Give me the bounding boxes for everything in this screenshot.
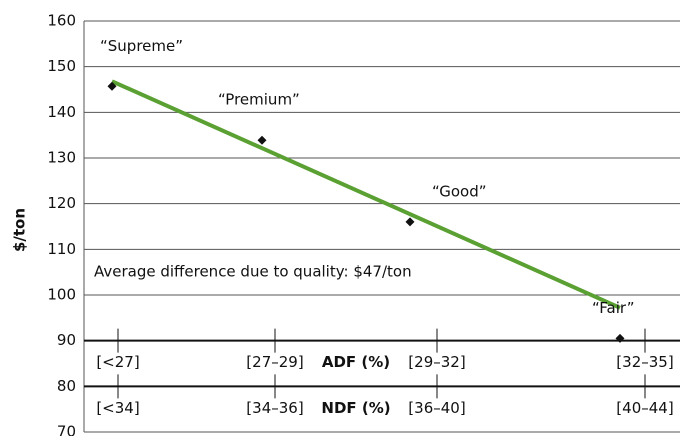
point-label: “Fair” <box>592 299 635 317</box>
y-tick-label: 100 <box>47 286 76 304</box>
point-label: “Good” <box>432 182 487 200</box>
y-tick-label: 110 <box>47 240 76 258</box>
y-axis-label: $/ton <box>11 208 29 252</box>
x-tick-label: [32–35] <box>616 353 673 371</box>
y-tick-label: 80 <box>57 377 76 395</box>
y-tick-label: 140 <box>47 103 76 121</box>
x-tick-label: [<34] <box>96 399 139 417</box>
x-tick-label: [<27] <box>96 353 139 371</box>
y-tick-label: 160 <box>47 12 76 30</box>
y-tick-label: 130 <box>47 149 76 167</box>
annotation: Average difference due to quality: $47/t… <box>94 263 412 281</box>
y-tick-label: 150 <box>47 57 76 75</box>
y-tick-label: 90 <box>57 331 76 349</box>
x-tick-label: [34–36] <box>246 399 303 417</box>
point-label: “Supreme” <box>100 37 183 55</box>
y-tick-label: 120 <box>47 194 76 212</box>
point <box>615 333 625 343</box>
y-tick-label: 70 <box>57 423 76 436</box>
trend-line <box>111 79 621 310</box>
point <box>257 135 267 145</box>
point <box>107 81 117 91</box>
x-row-label: NDF (%) <box>321 399 390 417</box>
point-label: “Premium” <box>218 91 300 109</box>
point <box>405 217 415 227</box>
x-tick-label: [36–40] <box>408 399 465 417</box>
x-tick-label: [29–32] <box>408 353 465 371</box>
x-row-label: ADF (%) <box>322 353 390 371</box>
x-tick-label: [40–44] <box>616 399 673 417</box>
x-tick-label: [27–29] <box>246 353 303 371</box>
